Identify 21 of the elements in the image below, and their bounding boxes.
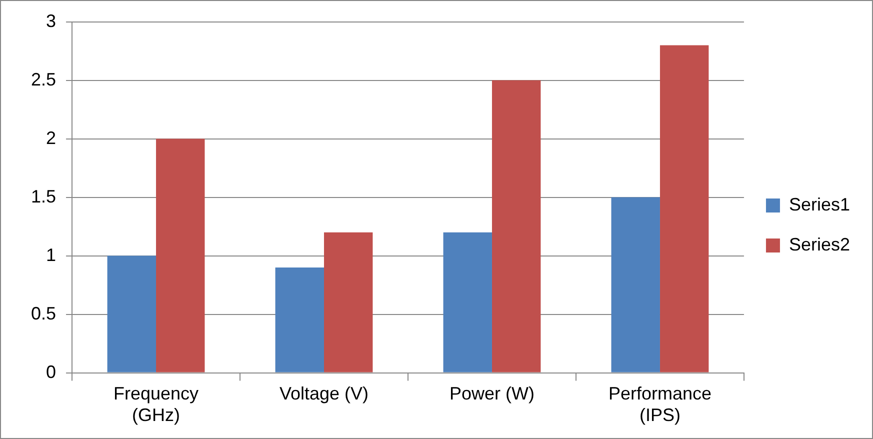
bar (660, 45, 709, 372)
x-tick-label: Power (W) (449, 384, 534, 404)
x-tick-label: Performance (IPS) (608, 384, 712, 426)
y-tick-label: 2 (46, 128, 56, 148)
bar (492, 80, 541, 372)
bar (156, 138, 205, 372)
bar (324, 232, 373, 372)
bar (275, 268, 324, 372)
legend-label: Series1 (788, 194, 850, 214)
legend-label: Series2 (788, 234, 850, 254)
bar (611, 197, 660, 372)
y-tick-label: 0 (46, 362, 56, 382)
bar (107, 256, 156, 372)
y-tick-label: 3 (46, 10, 56, 31)
x-tick-label: Voltage (V) (279, 384, 369, 404)
y-tick-label: 2.5 (30, 69, 56, 90)
x-tick-label: Frequency (GHz) (113, 384, 199, 426)
bar (443, 232, 492, 372)
y-tick-label: 1.5 (30, 186, 56, 206)
y-tick-label: 0.5 (30, 303, 56, 324)
y-tick-label: 1 (46, 244, 56, 265)
